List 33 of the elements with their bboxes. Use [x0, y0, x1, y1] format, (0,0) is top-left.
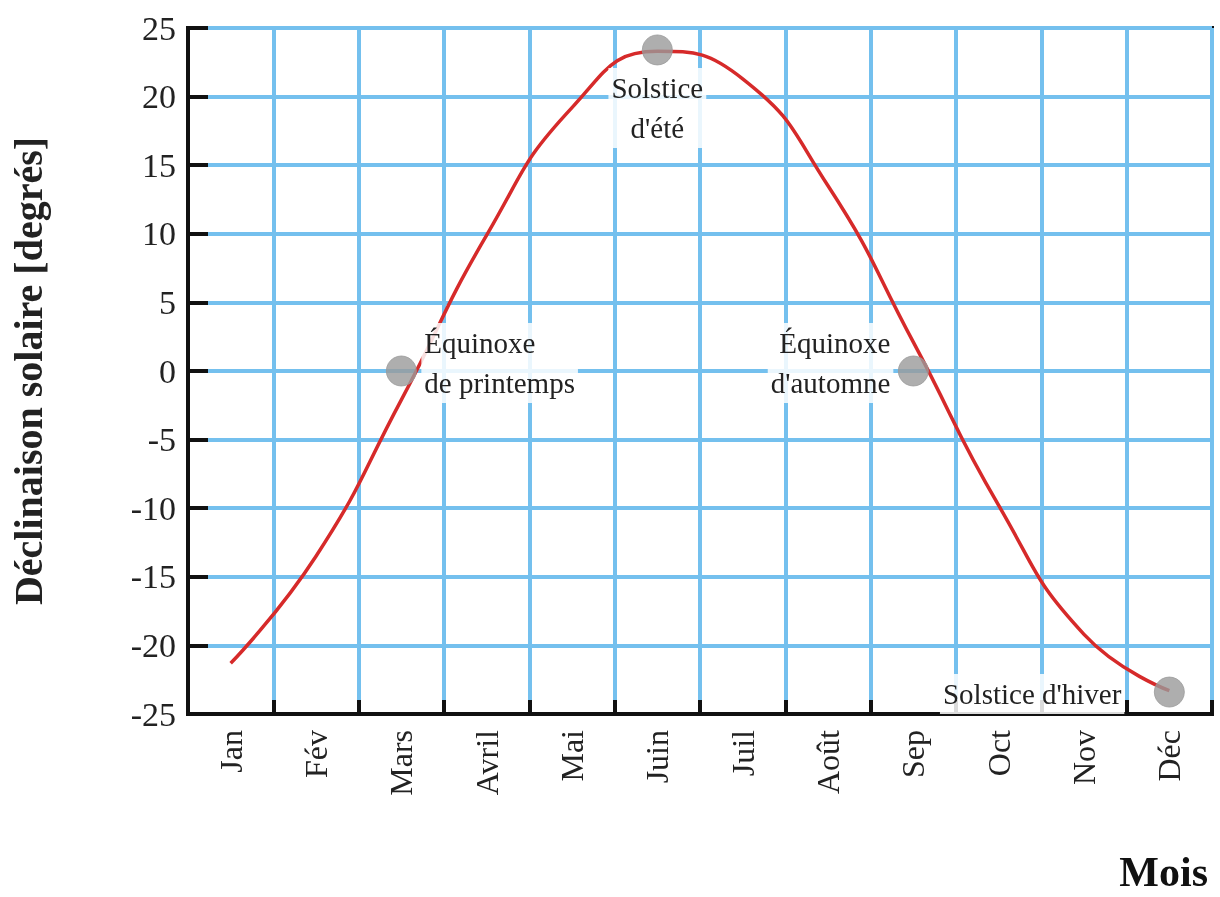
y-tick-label: -10 — [130, 489, 176, 527]
x-tick-label: Juin — [639, 730, 676, 784]
point — [897, 355, 929, 387]
y-tick-label: 10 — [142, 215, 176, 253]
annotation: Équinoxe de printemps — [424, 327, 575, 399]
x-tick-label: Août — [810, 729, 846, 794]
y-tick-label: 20 — [142, 78, 176, 116]
x-tick-label: Jan — [212, 730, 249, 773]
y-tick-label: 25 — [142, 9, 176, 47]
x-tick-label: Oct — [980, 729, 1017, 777]
x-tick-label: Juil — [724, 729, 761, 777]
x-tick-label: Mars — [383, 730, 420, 796]
point — [385, 355, 417, 387]
x-tick-label: Nov — [1066, 730, 1102, 786]
x-tick-label: Sep — [895, 730, 932, 778]
y-tick-label: 0 — [159, 352, 176, 390]
annotation: Équinoxe d'automne — [770, 327, 891, 399]
x-tick-label: Avril — [468, 729, 505, 796]
y-tick-label: -20 — [130, 626, 176, 664]
y-tick-label: 5 — [159, 283, 176, 321]
y-tick-label: 15 — [142, 146, 176, 184]
x-axis-title: Mois — [1119, 849, 1208, 895]
point — [641, 34, 673, 66]
annotation: Solstice d'hiver — [942, 678, 1122, 711]
annotation: Solstice d'été — [611, 71, 704, 144]
y-tick-label: -15 — [130, 558, 176, 596]
x-tick-label: Fév — [298, 730, 334, 778]
point — [1153, 676, 1185, 708]
x-tick-label: Déc — [1151, 730, 1188, 782]
y-axis-title: Déclinaison solaire [degrés] — [5, 136, 51, 606]
y-tick-label: -25 — [130, 695, 176, 733]
x-tick-label: Mai — [554, 729, 590, 782]
y-tick-label: -5 — [147, 421, 176, 459]
